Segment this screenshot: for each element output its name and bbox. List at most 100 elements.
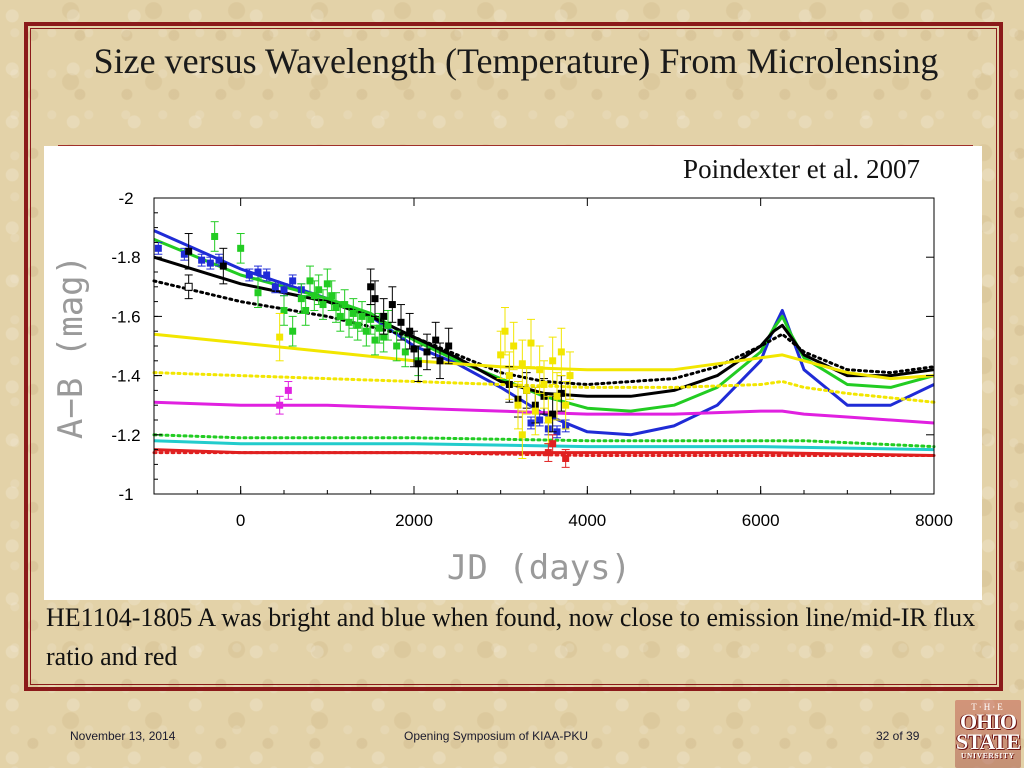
- ohio-state-logo: T·H·E OHIO STATE UNIVERSITY: [955, 700, 1021, 768]
- y-tick-label: -1.4: [111, 367, 140, 386]
- data-point-4-8: [527, 339, 535, 347]
- y-axis-label: A−B (mag): [51, 255, 91, 439]
- footer-page-number: 32 of 39: [876, 729, 920, 743]
- model-curve-7: [152, 433, 936, 449]
- data-point-1-11: [323, 280, 331, 288]
- data-point-1-4: [289, 327, 297, 335]
- data-point-0-12: [527, 419, 535, 427]
- data-point-6-1: [549, 440, 557, 448]
- data-point-2-0: [185, 247, 193, 255]
- data-point-2-10: [423, 348, 431, 356]
- data-point-2-12: [436, 357, 444, 365]
- data-point-1-15: [341, 301, 349, 309]
- data-point-1-0: [211, 232, 219, 240]
- model-curves: [152, 229, 936, 457]
- logo-background: [955, 700, 1021, 768]
- footer-event: Opening Symposium of KIAA-PKU: [404, 729, 589, 743]
- y-tick-label: -1.8: [111, 248, 140, 267]
- data-point-2-5: [388, 301, 396, 309]
- data-point-0-5: [245, 271, 253, 279]
- data-point-4-10: [536, 366, 544, 374]
- data-point-2-2: [367, 283, 375, 291]
- data-point-6-2: [562, 454, 570, 462]
- data-point-2-8: [410, 345, 418, 353]
- data-point-1-26: [393, 342, 401, 350]
- data-point-1-27: [401, 348, 409, 356]
- model-curve-6: [153, 400, 935, 425]
- footer-date: November 13, 2014: [70, 729, 176, 743]
- slide-frame-outer: [24, 22, 1003, 691]
- data-point-1-13: [332, 304, 340, 312]
- logo-state: STATE: [956, 729, 1021, 754]
- data-point-4-2: [501, 327, 509, 335]
- data-point-1-25: [384, 321, 392, 329]
- data-point-0-2: [198, 256, 206, 264]
- data-point-4-18: [518, 431, 526, 439]
- data-point-1-19: [358, 312, 366, 320]
- x-tick-label: 4000: [568, 511, 606, 530]
- data-point-1-17: [349, 309, 357, 317]
- data-point-1-2: [254, 289, 262, 297]
- data-point-0-9: [280, 286, 288, 294]
- data-point-2-4: [380, 312, 388, 320]
- data-point-1-6: [302, 306, 310, 314]
- y-tick-label: -1.6: [111, 307, 140, 326]
- logo-text: T·H·E OHIO STATE UNIVERSITY: [955, 702, 1021, 761]
- data-point-1-1: [237, 244, 245, 252]
- data-point-1-20: [362, 327, 370, 335]
- data-point-1-24: [380, 333, 388, 341]
- data-point-0-8: [271, 283, 279, 291]
- data-point-4-13: [549, 357, 557, 365]
- x-axis-label: JD (days): [447, 548, 631, 588]
- data-point-0-1: [180, 250, 188, 258]
- logo-the: T·H·E: [971, 702, 1005, 712]
- x-tick-label: 2000: [395, 511, 433, 530]
- data-point-0-6: [254, 268, 262, 276]
- data-point-4-15: [557, 348, 565, 356]
- data-point-1-3: [280, 306, 288, 314]
- slide-caption: HE1104-1805 A was bright and blue when f…: [46, 603, 976, 671]
- data-point-2-20: [557, 389, 565, 397]
- data-point-1-7: [306, 277, 314, 285]
- data-point-0-15: [553, 428, 561, 436]
- data-point-5-1: [284, 386, 292, 394]
- data-point-3-0: [184, 282, 193, 291]
- data-point-1-16: [345, 318, 353, 326]
- data-points: [154, 221, 574, 468]
- data-point-0-10: [289, 277, 297, 285]
- data-point-1-21: [367, 315, 375, 323]
- slide-title: Size versus Wavelength (Temperature) Fro…: [93, 41, 939, 81]
- x-tick-label: 8000: [915, 511, 953, 530]
- model-curve-8: [153, 439, 935, 452]
- data-point-2-6: [397, 318, 405, 326]
- data-point-2-11: [432, 336, 440, 344]
- data-point-5-0: [276, 401, 284, 409]
- model-curve-10: [152, 451, 936, 457]
- data-point-4-1: [497, 351, 505, 359]
- data-point-4-6: [518, 360, 526, 368]
- y-tick-label: -1: [118, 485, 133, 504]
- model-curve-5: [152, 371, 936, 404]
- data-point-1-9: [315, 286, 323, 294]
- data-point-4-16: [562, 401, 570, 409]
- data-point-2-13: [445, 342, 453, 350]
- data-point-4-17: [566, 372, 574, 380]
- data-point-4-3: [505, 372, 513, 380]
- data-point-1-5: [297, 295, 305, 303]
- citation: Poindexter et al. 2007: [683, 154, 920, 184]
- slide-frame-inner: [30, 28, 997, 685]
- data-point-1-23: [375, 324, 383, 332]
- y-tick-label: -2: [118, 189, 133, 208]
- data-point-4-9: [531, 407, 539, 415]
- data-point-4-11: [540, 380, 548, 388]
- data-point-1-8: [310, 292, 318, 300]
- data-point-2-1: [219, 262, 227, 270]
- data-point-6-0: [544, 449, 552, 457]
- axes: 0 2000 4000 6000 8000 -2 -1.8 -1.6 -1.4 -1.2 -1: [111, 189, 953, 530]
- data-point-1-14: [336, 312, 344, 320]
- logo-university: UNIVERSITY: [961, 752, 1015, 760]
- data-point-4-14: [553, 392, 561, 400]
- data-point-4-0: [276, 333, 284, 341]
- data-point-4-4: [510, 342, 518, 350]
- data-point-0-13: [536, 416, 544, 424]
